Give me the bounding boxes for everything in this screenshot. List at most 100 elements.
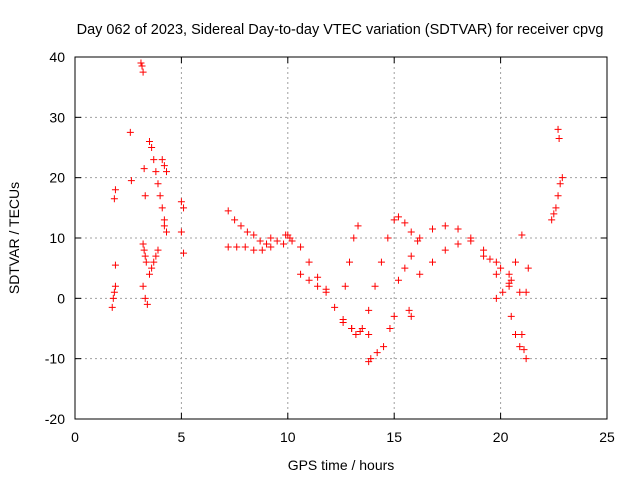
data-point	[552, 204, 560, 212]
data-point	[241, 243, 249, 251]
data-point	[231, 216, 239, 224]
data-point	[352, 331, 360, 339]
data-point	[377, 258, 385, 266]
data-point	[148, 144, 156, 151]
data-point	[518, 331, 526, 339]
data-point	[158, 156, 166, 164]
data-point	[237, 222, 245, 230]
series-arc-24	[394, 213, 422, 245]
data-point	[156, 192, 164, 200]
data-point	[152, 252, 160, 260]
data-point	[145, 137, 153, 145]
data-point	[224, 207, 232, 215]
data-point	[141, 192, 149, 200]
data-point	[407, 312, 415, 320]
data-point	[348, 325, 356, 332]
data-point	[111, 186, 119, 194]
series-arc-20	[341, 222, 362, 290]
data-point	[407, 228, 415, 236]
data-point	[367, 355, 375, 363]
data-point	[407, 252, 415, 260]
data-point	[297, 243, 305, 251]
data-point	[505, 270, 513, 278]
data-point	[524, 264, 532, 272]
data-point	[140, 246, 148, 254]
data-point	[137, 59, 145, 67]
data-point	[322, 285, 330, 293]
data-point	[177, 228, 185, 236]
data-point	[480, 246, 488, 254]
series-arc-18	[297, 270, 330, 293]
data-point	[160, 222, 168, 230]
x-axis-label: GPS time / hours	[288, 457, 395, 473]
data-point	[258, 246, 266, 254]
data-point	[163, 168, 171, 176]
data-point	[160, 216, 168, 224]
series-arc-31	[507, 312, 524, 351]
y-tick-label: 40	[49, 49, 65, 65]
axis-ticks: 0 5 10 15 20 25 -20 -10 0 10 20 30 40	[45, 49, 615, 445]
data-point	[454, 240, 462, 248]
data-point	[288, 237, 296, 245]
data-point	[139, 240, 147, 248]
series-arc-3	[111, 261, 119, 269]
grid-lines	[75, 57, 607, 419]
data-point	[177, 198, 185, 206]
data-point	[441, 222, 449, 230]
data-point	[492, 294, 500, 302]
series-arc-12	[177, 198, 188, 257]
data-point	[511, 331, 519, 339]
data-point	[516, 343, 524, 351]
data-point	[429, 258, 437, 266]
series-arc-7	[139, 282, 151, 308]
data-point	[454, 225, 462, 233]
series-arc-22	[358, 216, 398, 332]
data-point	[401, 219, 409, 227]
data-point	[139, 282, 147, 290]
data-point	[467, 234, 475, 242]
data-point	[492, 258, 500, 266]
data-point	[480, 252, 488, 260]
data-point	[250, 231, 258, 239]
data-point	[110, 288, 118, 296]
data-point	[522, 288, 530, 296]
data-point	[346, 258, 354, 266]
data-point	[108, 303, 116, 311]
series-arc-1	[108, 282, 119, 311]
y-axis-label: SDTVAR / TECUs	[6, 182, 22, 294]
series-arc-13	[224, 207, 271, 248]
data-point	[401, 264, 409, 272]
data-point	[160, 162, 168, 170]
data-point	[150, 258, 158, 266]
data-point	[380, 343, 388, 351]
data-point	[314, 273, 322, 281]
data-point	[127, 177, 135, 185]
data-point	[138, 62, 146, 70]
series-arc-25	[405, 306, 415, 320]
data-point	[141, 294, 149, 302]
data-point	[139, 68, 147, 76]
data-point	[152, 168, 160, 176]
data-point	[550, 210, 558, 218]
data-point	[305, 258, 313, 266]
y-tick-label: -20	[45, 411, 65, 427]
data-point	[358, 325, 366, 332]
data-point	[109, 294, 117, 302]
data-point	[373, 349, 381, 357]
data-point	[350, 234, 358, 242]
data-point	[331, 303, 339, 311]
y-tick-label: 20	[49, 170, 65, 186]
data-point	[516, 288, 524, 296]
data-point	[365, 306, 373, 314]
data-point	[416, 270, 424, 278]
data-point	[341, 282, 349, 290]
data-point	[354, 222, 362, 230]
data-point	[273, 237, 281, 245]
series-arc-21	[365, 355, 375, 366]
data-point	[267, 234, 275, 242]
data-point	[111, 282, 119, 290]
y-tick-label: -10	[45, 351, 65, 367]
series-arc-17	[297, 243, 360, 339]
data-point	[405, 306, 413, 314]
